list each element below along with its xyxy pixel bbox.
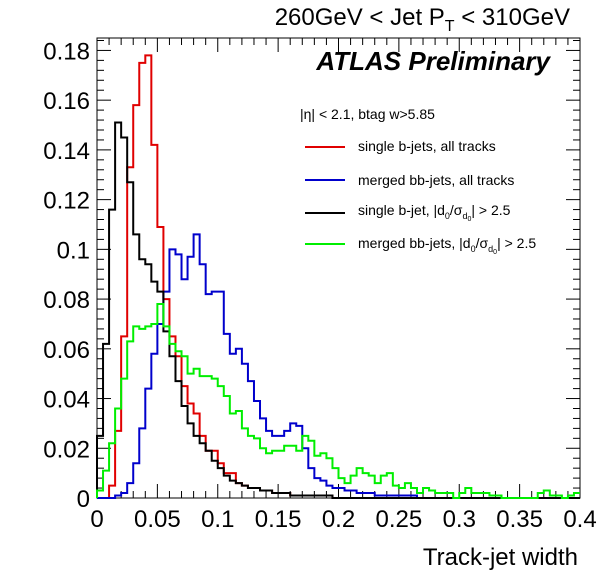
y-tick-label: 0.02: [43, 436, 90, 463]
x-tick-label: 0: [90, 506, 103, 533]
legend-label-3: merged bb-jets, |d0/σd0| > 2.5: [358, 235, 536, 256]
chart-title-sub: T: [445, 18, 455, 35]
x-tick-label: 0.15: [255, 506, 302, 533]
legend-label-2: single b-jet, |d0/σd0| > 2.5: [358, 202, 511, 223]
chart-title: 260GeV < Jet PT < 310GeV: [275, 4, 570, 35]
y-tick-label: 0.08: [43, 287, 90, 314]
legend-label-0-text: single b-jets, all tracks: [358, 138, 496, 154]
atlas-label: ATLAS Preliminary: [315, 46, 551, 76]
x-axis-label: Track-jet width: [423, 544, 578, 571]
y-tick-label: 0.06: [43, 337, 90, 364]
chart-title-suffix: < 310GeV: [455, 4, 570, 31]
x-tick-label: 0.2: [322, 506, 355, 533]
y-tick-label: 0.14: [43, 138, 90, 165]
legend: single b-jets, all tracks merged bb-jets…: [305, 138, 536, 256]
x-tick-label: 0.4: [563, 506, 596, 533]
histogram-series-2: [96, 121, 580, 499]
histogram-series-1: [97, 233, 580, 499]
series-group: [96, 54, 580, 499]
chart-title-prefix: 260GeV < Jet P: [275, 4, 445, 31]
selection-text: |η| < 2.1, btag w>5.85: [300, 106, 435, 122]
x-tick-label: 0.25: [376, 506, 423, 533]
y-tick-label: 0.12: [43, 188, 90, 215]
y-tick-label: 0: [77, 486, 90, 513]
y-tick-label: 0.1: [57, 237, 90, 264]
legend-label-0: single b-jets, all tracks: [358, 138, 496, 154]
histogram-series-3: [96, 303, 580, 499]
y-tick-label: 0.16: [43, 88, 90, 115]
legend-label-1: merged bb-jets, all tracks: [358, 172, 514, 188]
x-tick-label: 0.35: [496, 506, 543, 533]
x-tick-label: 0.3: [443, 506, 476, 533]
x-tick-label: 0.05: [134, 506, 181, 533]
x-tick-label: 0.1: [201, 506, 234, 533]
legend-label-1-text: merged bb-jets, all tracks: [358, 172, 514, 188]
y-tick-label: 0.18: [43, 38, 90, 65]
y-tick-label: 0.04: [43, 387, 90, 414]
